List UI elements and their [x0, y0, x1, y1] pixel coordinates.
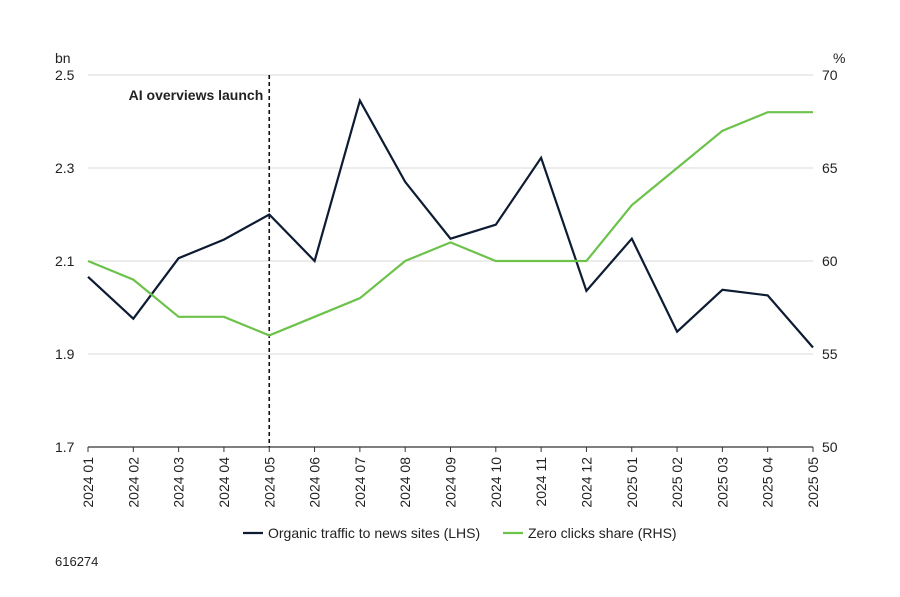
right-tick-label: 50 [822, 439, 838, 455]
x-tick-label: 2025 05 [805, 457, 821, 508]
x-axis-ticks: 2024 01 2024 02 2024 03 2024 04 2024 05 2024 … [80, 447, 821, 508]
left-tick-label: 2.3 [55, 160, 75, 176]
right-axis-unit: % [833, 50, 845, 66]
x-tick-label: 2024 10 [488, 457, 504, 508]
left-tick-label: 1.9 [55, 346, 75, 362]
x-tick-label: 2024 03 [171, 457, 187, 508]
x-tick-label: 2025 03 [714, 457, 730, 508]
x-tick-label: 2024 04 [216, 457, 232, 508]
right-tick-label: 60 [822, 253, 838, 269]
x-tick-label: 2024 09 [443, 457, 459, 508]
x-tick-label: 2025 01 [624, 457, 640, 508]
gridlines [88, 74, 813, 448]
left-axis-ticks: 1.7 1.9 2.1 2.3 2.5 [55, 67, 75, 455]
x-tick-label: 2024 08 [397, 457, 413, 508]
right-axis-ticks: 50 55 60 65 70 [822, 67, 838, 455]
x-tick-label: 2024 02 [125, 457, 141, 508]
annotation-label: AI overviews launch [129, 87, 264, 103]
legend-label-organic-traffic: Organic traffic to news sites (LHS) [268, 525, 480, 541]
right-tick-label: 65 [822, 160, 838, 176]
left-tick-label: 2.5 [55, 67, 75, 83]
chart-code: 616274 [55, 554, 98, 569]
x-tick-label: 2025 04 [760, 457, 776, 508]
x-tick-label: 2024 06 [307, 457, 323, 508]
series-line-zero-clicks [87, 111, 813, 337]
left-tick-label: 2.1 [55, 253, 75, 269]
left-tick-label: 1.7 [55, 439, 75, 455]
legend: Organic traffic to news sites (LHS) Zero… [243, 525, 677, 541]
right-tick-label: 55 [822, 346, 838, 362]
x-tick-label: 2025 02 [669, 457, 685, 508]
right-tick-label: 70 [822, 67, 838, 83]
x-tick-label: 2024 12 [578, 457, 594, 508]
legend-label-zero-clicks: Zero clicks share (RHS) [528, 525, 677, 541]
x-tick-label: 2024 07 [352, 457, 368, 508]
series-line-organic-traffic [87, 97, 814, 349]
series-lines [87, 97, 814, 349]
left-axis-unit: bn [55, 50, 71, 66]
x-tick-label: 2024 11 [533, 457, 549, 507]
x-tick-label: 2024 01 [80, 457, 96, 508]
x-tick-label: 2024 05 [261, 457, 277, 508]
